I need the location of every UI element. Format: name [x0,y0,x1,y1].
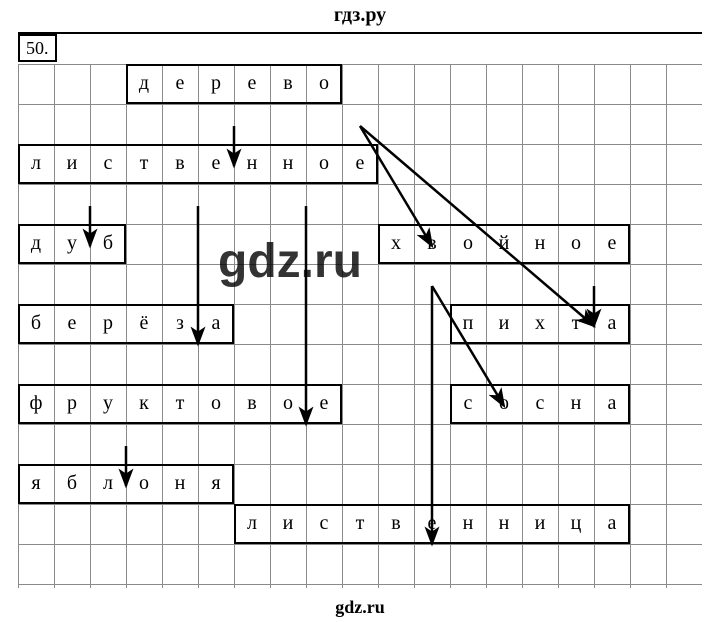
question-number: 50. [18,34,57,62]
letter-cell: н [270,144,306,184]
letter-cell: е [162,64,198,104]
letter-cell: х [378,224,414,264]
letter-cell: о [558,224,594,264]
letter-cell: к [126,384,162,424]
letter-cell: в [378,504,414,544]
letter-cell: а [198,304,234,344]
letter-cell: с [306,504,342,544]
letter-cell: з [162,304,198,344]
letter-cell: в [162,144,198,184]
letter-cell: о [198,384,234,424]
letter-cell: п [450,304,486,344]
letter-cell: ц [558,504,594,544]
letter-cell: т [342,504,378,544]
letter-cell: я [198,464,234,504]
letter-cell: д [18,224,54,264]
letter-cell: л [90,464,126,504]
letter-cell: е [54,304,90,344]
letter-cell: т [126,144,162,184]
letter-cell: н [162,464,198,504]
letter-cell: р [198,64,234,104]
site-footer: gdz.ru [0,597,720,618]
letter-cell: т [162,384,198,424]
letter-cell: о [306,64,342,104]
letter-cell: у [90,384,126,424]
letter-cell: е [198,144,234,184]
letter-cell: ф [18,384,54,424]
letter-cell: в [414,224,450,264]
letter-cell: й [486,224,522,264]
letter-cell: т [558,304,594,344]
letter-cell: е [234,64,270,104]
letter-cell: ё [126,304,162,344]
letter-cell: е [414,504,450,544]
letter-cell: о [270,384,306,424]
letter-cell: а [594,304,630,344]
letter-cell: н [522,224,558,264]
letter-cell: р [54,384,90,424]
letter-cell: е [594,224,630,264]
letter-cell: б [54,464,90,504]
letter-cell: л [234,504,270,544]
letter-cell: я [18,464,54,504]
letter-cell: с [90,144,126,184]
letter-cell: о [126,464,162,504]
grid-diagram: дереволиственноедубхвойноеберёзапихтафру… [18,64,702,588]
letter-cell: б [18,304,54,344]
letter-cell: б [90,224,126,264]
letter-cell: л [18,144,54,184]
letter-cell: д [126,64,162,104]
letter-cell: в [234,384,270,424]
letter-cell: и [54,144,90,184]
letter-cell: и [522,504,558,544]
letter-cell: е [306,384,342,424]
letter-cell: р [90,304,126,344]
letter-cell: у [54,224,90,264]
letter-cell: н [486,504,522,544]
letter-cell: и [270,504,306,544]
letter-cell: н [450,504,486,544]
letter-cell: в [270,64,306,104]
letter-cell: с [450,384,486,424]
letter-cell: е [342,144,378,184]
letter-cell: х [522,304,558,344]
letter-cell: н [234,144,270,184]
letter-cell: с [522,384,558,424]
site-header: гдз.ру [0,4,720,27]
letter-cell: о [450,224,486,264]
letter-cell: о [306,144,342,184]
letter-cell: н [558,384,594,424]
letter-cell: а [594,384,630,424]
letter-cell: и [486,304,522,344]
top-rule [18,32,702,34]
letter-cell: а [594,504,630,544]
letter-cell: о [486,384,522,424]
